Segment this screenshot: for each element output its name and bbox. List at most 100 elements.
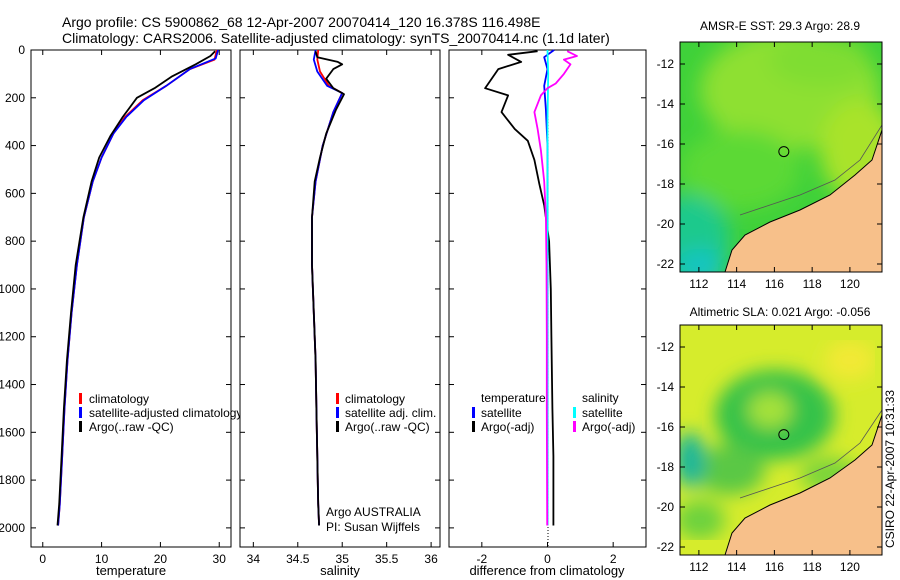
- series-line-argo-raw-qc: [56, 50, 216, 526]
- legend-swatch-temp-satellite: [472, 407, 475, 418]
- coastline: [724, 129, 882, 272]
- legend-label: satellite: [481, 406, 522, 420]
- legend-swatch-climatology: [336, 393, 339, 404]
- series-line-temperature-argo-adj: [484, 50, 555, 526]
- temperature-xlabel: temperature: [96, 563, 166, 578]
- salinity-x-ticks: 34 34.5 35 35.5 36: [247, 50, 438, 566]
- salinity-legend: climatology satellite adj. clim. Argo(..…: [336, 392, 436, 434]
- x-tick-label: 114: [727, 560, 746, 574]
- difference-legend: temperature satellite Argo(-adj) salinit…: [472, 391, 635, 434]
- y-tick-label: -20: [657, 500, 675, 514]
- sst-map-frame: [679, 41, 883, 273]
- y-tick-label: -16: [657, 420, 675, 434]
- sst-x-ticks: 112 114 116 118 120: [689, 42, 860, 291]
- legend-swatch-satellite: [336, 407, 339, 418]
- legend-label: Argo(-adj): [582, 420, 635, 434]
- legend-label: satellite-adjusted climatology: [89, 406, 242, 420]
- australia-land: [725, 415, 882, 555]
- argo-program-label: Argo AUSTRALIA: [326, 505, 421, 519]
- x-tick-label: 36: [424, 552, 438, 566]
- legend-swatch-satellite: [79, 407, 82, 418]
- y-tick-label: 1000: [0, 282, 25, 296]
- x-tick-label: 0: [39, 552, 46, 566]
- x-tick-label: 120: [840, 560, 860, 574]
- temperature-panel: 0 10 20 30 0 200 400 600 800 1000 1200 1400 1600 180…: [0, 43, 242, 578]
- legend-label: Argo(-adj): [481, 420, 534, 434]
- series-line-argo-raw-qc: [311, 50, 345, 526]
- shelf-contour: [739, 409, 882, 499]
- y-tick-label: 0: [18, 43, 25, 57]
- x-tick-label: 20: [154, 552, 168, 566]
- x-tick-label: 0: [544, 552, 551, 566]
- y-tick-label: 1400: [0, 378, 25, 392]
- x-tick-label: 116: [765, 277, 784, 291]
- x-tick-label: 30: [213, 552, 227, 566]
- y-tick-label: 800: [5, 234, 25, 248]
- y-tick-label: -22: [657, 257, 675, 271]
- salinity-panel: 34 34.5 35 35.5 36 salinity climatology sate…: [239, 49, 441, 578]
- legend-swatch-argo: [79, 421, 82, 432]
- difference-panel: -2 0 2 difference from climatology tempera…: [448, 49, 647, 578]
- x-tick-label: 112: [689, 560, 708, 574]
- salinity-axes-frame: [239, 49, 441, 548]
- temperature-x-ticks: 0 10 20 30: [39, 50, 226, 566]
- y-tick-label: 1200: [0, 330, 25, 344]
- x-tick-label: 35: [336, 552, 350, 566]
- sst-field: [680, 42, 882, 272]
- figure-subtitle: Climatology: CARS2006. Satellite-adjuste…: [62, 30, 610, 46]
- legend-swatch-sal-satellite: [573, 407, 576, 418]
- x-tick-label: -2: [476, 552, 487, 566]
- legend-title-salinity: salinity: [582, 391, 619, 405]
- temperature-y-ticks: 0 200 400 600 800 1000 1200 1400 1600 1800 2000: [0, 43, 231, 535]
- x-tick-label: 114: [727, 277, 746, 291]
- legend-label: Argo(..raw -QC): [345, 420, 430, 434]
- argo-float-marker: [778, 146, 790, 158]
- sst-map-title: AMSR-E SST: 29.3 Argo: 28.9: [700, 19, 860, 33]
- legend-swatch-argo: [336, 421, 339, 432]
- salinity-y-ticks: [240, 49, 440, 529]
- x-tick-label: 118: [803, 277, 822, 291]
- x-tick-label: 35.5: [375, 552, 399, 566]
- legend-label: satellite adj. clim.: [345, 406, 436, 420]
- y-tick-label: -12: [657, 57, 675, 71]
- y-tick-label: 2000: [0, 521, 25, 535]
- legend-label: Argo(..raw -QC): [89, 420, 174, 434]
- shelf-contour: [739, 124, 882, 216]
- y-tick-label: -22: [657, 540, 675, 554]
- sla-x-ticks: 112 114 116 118 120: [689, 325, 860, 574]
- sla-y-ticks: -12 -14 -16 -18 -20 -22: [657, 340, 882, 554]
- y-tick-label: -14: [657, 380, 675, 394]
- pi-label: PI: Susan Wijffels: [326, 520, 420, 534]
- x-tick-label: 116: [765, 560, 784, 574]
- temperature-series: [56, 49, 219, 526]
- australia-land: [725, 130, 882, 272]
- x-tick-label: 10: [95, 552, 109, 566]
- sst-map-panel: AMSR-E SST: 29.3 Argo: 28.9 112 114 116 118…: [657, 19, 883, 291]
- y-tick-label: -14: [657, 97, 675, 111]
- y-tick-label: -20: [657, 217, 675, 231]
- sla-field: [680, 325, 882, 555]
- x-tick-label: 34: [247, 552, 261, 566]
- x-tick-label: 2: [610, 552, 617, 566]
- legend-label: climatology: [345, 392, 405, 406]
- legend-swatch-sal-argo: [573, 421, 576, 432]
- salinity-xlabel: salinity: [320, 563, 360, 578]
- x-tick-label: 120: [840, 277, 860, 291]
- y-tick-label: 1800: [0, 473, 25, 487]
- legend-label: climatology: [89, 392, 149, 406]
- figure-title: Argo profile: CS 5900862_68 12-Apr-2007 …: [62, 14, 540, 30]
- y-tick-label: -16: [657, 137, 675, 151]
- y-tick-label: -18: [657, 460, 675, 474]
- y-tick-label: 1600: [0, 425, 25, 439]
- argo-float-marker: [778, 429, 790, 441]
- legend-swatch-temp-argo: [472, 421, 475, 432]
- temperature-axes-frame: [30, 49, 232, 548]
- coastline: [724, 414, 882, 555]
- difference-y-ticks: [449, 49, 646, 529]
- legend-label: satellite: [582, 406, 623, 420]
- x-tick-label: 112: [689, 277, 708, 291]
- legend-title-temperature: temperature: [481, 391, 546, 405]
- difference-xlabel: difference from climatology: [469, 563, 625, 578]
- y-tick-label: 200: [5, 91, 25, 105]
